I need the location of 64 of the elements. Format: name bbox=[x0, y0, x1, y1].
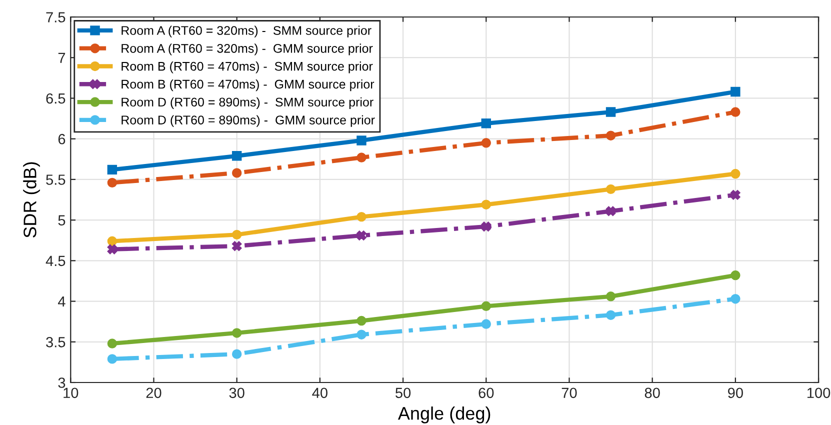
point bbox=[107, 354, 118, 364]
point bbox=[606, 292, 616, 302]
point bbox=[730, 86, 740, 97]
point bbox=[730, 107, 740, 117]
point bbox=[606, 184, 616, 194]
legend-label: Room A (RT60 = 320ms) - GMM source prior bbox=[122, 44, 373, 56]
point bbox=[356, 316, 366, 326]
point bbox=[481, 222, 491, 232]
point bbox=[730, 294, 740, 304]
point bbox=[107, 244, 118, 254]
legend-label: Room D (RT60 = 890ms) - SMM source prior bbox=[122, 97, 374, 110]
point bbox=[606, 107, 616, 117]
x-tick-label: 20 bbox=[146, 388, 162, 398]
point bbox=[107, 164, 118, 175]
point bbox=[730, 270, 740, 280]
point bbox=[730, 168, 740, 179]
point bbox=[606, 130, 616, 140]
y-tick-label: 5.5 bbox=[46, 174, 66, 185]
y-axis-title: SDR (dB) bbox=[23, 162, 40, 238]
point bbox=[232, 168, 242, 178]
x-tick-label: 100 bbox=[807, 388, 830, 398]
x-tick-label: 50 bbox=[396, 388, 411, 398]
point bbox=[232, 230, 242, 240]
x-tick-label: 70 bbox=[562, 388, 577, 398]
point bbox=[481, 118, 491, 128]
point bbox=[481, 301, 491, 312]
point bbox=[232, 349, 242, 359]
y-tick-label: 6 bbox=[58, 134, 66, 144]
legend-label: Room B (RT60 = 470ms) - GMM source prior bbox=[122, 79, 374, 92]
point bbox=[356, 136, 366, 146]
point bbox=[356, 230, 366, 240]
point bbox=[232, 151, 242, 161]
x-tick-label: 90 bbox=[728, 388, 743, 398]
y-tick-label: 3 bbox=[58, 378, 66, 388]
x-axis-title: Angle (deg) bbox=[398, 406, 490, 424]
point bbox=[356, 330, 366, 340]
x-tick-label: 80 bbox=[644, 388, 660, 398]
y-tick-label: 7 bbox=[58, 52, 66, 63]
point bbox=[107, 178, 118, 188]
legend-label: Room D (RT60 = 890ms) - GMM source prior bbox=[122, 115, 375, 127]
point bbox=[107, 236, 118, 246]
point bbox=[606, 310, 616, 320]
point bbox=[356, 212, 366, 222]
point bbox=[356, 152, 366, 162]
point bbox=[606, 206, 616, 216]
y-tick-label: 4 bbox=[58, 296, 66, 307]
legend-label: Room B (RT60 = 470ms) - SMM source prior bbox=[122, 62, 373, 74]
y-tick-label: 5 bbox=[58, 215, 66, 226]
point bbox=[481, 138, 491, 148]
x-tick-label: 40 bbox=[312, 388, 328, 398]
y-tick-label: 3.5 bbox=[46, 336, 66, 348]
x-tick-label: 60 bbox=[478, 388, 494, 398]
legend-label: Room A (RT60 = 320ms) - SMM source prior bbox=[122, 26, 372, 38]
x-tick-label: 10 bbox=[64, 388, 78, 398]
point bbox=[481, 319, 491, 329]
y-tick-label: 7.5 bbox=[46, 12, 66, 22]
y-tick-label: 6.5 bbox=[46, 93, 66, 104]
point bbox=[232, 328, 242, 338]
y-tick-label: 4.5 bbox=[46, 256, 66, 266]
point bbox=[481, 200, 491, 210]
point bbox=[232, 241, 242, 251]
point bbox=[107, 338, 118, 348]
point bbox=[730, 190, 740, 200]
x-tick-label: 30 bbox=[229, 388, 244, 398]
